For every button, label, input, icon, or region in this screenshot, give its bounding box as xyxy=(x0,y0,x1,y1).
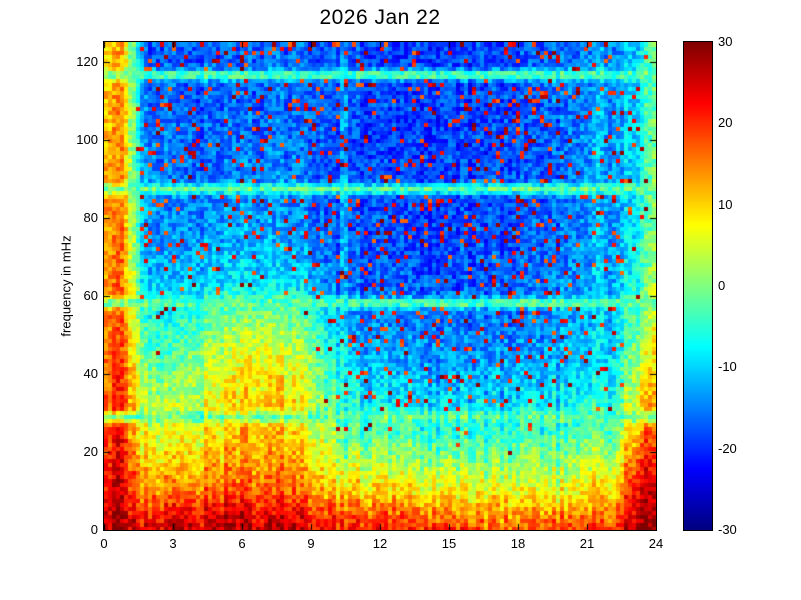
x-tick-label: 12 xyxy=(372,536,388,551)
x-tick-label: 24 xyxy=(648,536,664,551)
plot-area xyxy=(103,41,657,531)
colorbar-tick-label: 20 xyxy=(718,115,733,131)
colorbar-tick-label: -30 xyxy=(718,522,737,537)
x-tick-label: 6 xyxy=(238,536,246,551)
colorbar xyxy=(683,41,713,531)
colorbar-tick-label: 10 xyxy=(718,196,733,212)
y-tick-label: 80 xyxy=(83,209,98,225)
y-tick-label: 20 xyxy=(83,443,98,459)
chart-title: 2026 Jan 22 xyxy=(319,6,441,29)
x-tick-label: 0 xyxy=(100,536,108,551)
x-tick-label: 18 xyxy=(510,536,526,551)
colorbar-tick-label: -10 xyxy=(718,359,737,375)
y-axis-label: frequency in mHz xyxy=(58,235,74,337)
y-tick-label: 120 xyxy=(76,53,98,69)
colorbar-canvas xyxy=(684,42,712,530)
y-tick-label: 40 xyxy=(83,365,98,381)
x-tick-label: 9 xyxy=(307,536,315,551)
colorbar-tick-label: 30 xyxy=(718,34,733,49)
x-tick-label: 15 xyxy=(441,536,457,551)
x-tick-label: 21 xyxy=(579,536,595,551)
y-tick-label: 0 xyxy=(90,522,98,537)
x-tick-label: 3 xyxy=(169,536,177,551)
y-tick-label: 60 xyxy=(83,287,98,303)
heatmap-canvas xyxy=(104,42,656,530)
colorbar-tick-label: 0 xyxy=(718,278,726,293)
y-tick-label: 100 xyxy=(76,131,98,147)
colorbar-tick-label: -20 xyxy=(718,440,737,456)
